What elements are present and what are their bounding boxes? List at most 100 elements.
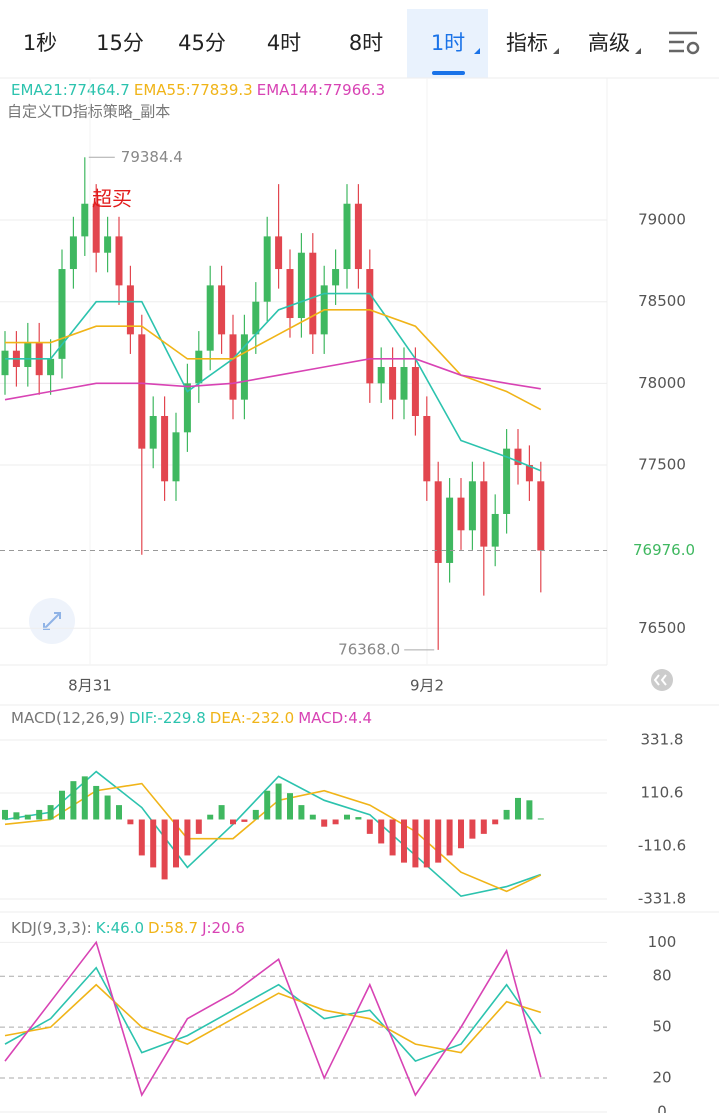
y-tick-label: 110.6 <box>641 783 684 801</box>
candle-body <box>47 358 55 376</box>
active-tab-bg <box>407 9 488 78</box>
candle-body <box>354 203 362 270</box>
candle-body <box>377 367 385 384</box>
dropdown-arrow <box>474 48 480 54</box>
header-item: DEA:-232.0 <box>210 709 294 727</box>
dropdown-arrow <box>635 48 641 54</box>
macd-bar <box>93 785 100 820</box>
macd-bar <box>366 819 373 834</box>
macd-bar <box>526 800 533 820</box>
candle-body <box>423 415 431 482</box>
candle-body <box>514 448 522 465</box>
indicator-line <box>4 983 542 1054</box>
indicator-line <box>4 358 541 401</box>
macd-bar <box>195 819 202 834</box>
candle-body <box>218 285 226 335</box>
macd-bar <box>515 797 521 820</box>
candle-body <box>104 236 112 253</box>
macd-bar <box>355 817 362 820</box>
candle-body <box>24 342 32 368</box>
tab-bar <box>0 0 719 78</box>
candle-body <box>332 269 340 286</box>
y-tick-label: 76500 <box>638 619 686 637</box>
candle-body <box>149 415 157 449</box>
macd-bar <box>332 819 339 825</box>
header-item: DIF:-229.8 <box>129 709 206 727</box>
candle-body <box>240 334 248 400</box>
tab[interactable]: 8时 <box>349 31 383 55</box>
candle-body <box>297 252 305 319</box>
macd-bar <box>13 812 20 820</box>
candle-body <box>457 497 465 531</box>
macd-bar <box>81 776 88 820</box>
candle-body <box>115 236 123 286</box>
macd-bar <box>241 819 248 822</box>
reset-button[interactable] <box>651 669 673 691</box>
macd-bar <box>150 819 157 868</box>
tab[interactable]: 1时 <box>431 31 465 55</box>
candle-body <box>400 367 408 400</box>
settings-icon[interactable] <box>669 31 700 55</box>
macd-bar <box>138 819 145 856</box>
candle-body <box>389 367 397 400</box>
macd-bar <box>503 809 510 820</box>
macd-bar <box>344 814 350 820</box>
indicator-line <box>5 292 542 472</box>
macd-bar <box>264 790 271 820</box>
y-tick-label: 50 <box>652 1018 671 1036</box>
macd-bar <box>218 805 225 820</box>
macd-bar <box>492 819 499 825</box>
expand-button[interactable] <box>29 598 75 644</box>
candle-body <box>172 432 180 482</box>
indicator-line <box>4 770 542 898</box>
macd-bar <box>446 819 453 856</box>
macd-bar <box>321 819 328 827</box>
macd-bar <box>230 819 236 825</box>
y-tick-label: 0 <box>657 1102 667 1113</box>
macd-bar <box>127 819 134 825</box>
active-tab-underline <box>432 71 465 75</box>
macd-bar <box>70 781 77 820</box>
tab[interactable]: 15分 <box>96 31 144 55</box>
y-tick-label: 100 <box>648 933 677 951</box>
last-price-label: 76976.0 <box>633 541 695 559</box>
macd-bar <box>24 814 31 820</box>
header-item: EMA144:77966.3 <box>257 81 385 99</box>
macd-bar <box>458 819 464 849</box>
macd-bar <box>116 805 122 820</box>
header-item: D:58.7 <box>148 919 198 937</box>
candle-body <box>525 464 533 482</box>
tab[interactable]: 1秒 <box>23 31 57 55</box>
candle-body <box>92 203 100 253</box>
candle-body <box>537 481 545 551</box>
candle-body <box>138 334 146 449</box>
macd-bar <box>389 819 396 856</box>
candle-body <box>161 415 169 482</box>
macd-bar <box>480 819 487 834</box>
header-item: EMA21:77464.7 <box>11 81 130 99</box>
candle-body <box>503 448 511 514</box>
candle-body <box>491 513 499 547</box>
candle-body <box>126 285 134 335</box>
x-tick-label: 9月2 <box>410 677 444 695</box>
tab[interactable]: 指标 <box>506 31 548 55</box>
candle-body <box>309 252 317 335</box>
macd-bar <box>309 814 316 820</box>
tab[interactable]: 4时 <box>267 31 301 55</box>
candle-body <box>58 269 66 359</box>
header-item: K:46.0 <box>96 919 144 937</box>
indicator-header: EMA21:77464.7 EMA55:77839.3 EMA144:77966.3 <box>11 81 385 99</box>
candle-body <box>286 269 294 319</box>
macd-bar <box>537 818 544 820</box>
candle-body <box>263 236 271 302</box>
header-item: MACD:4.4 <box>298 709 372 727</box>
dropdown-arrow <box>553 48 559 54</box>
candle-body <box>252 301 260 335</box>
tab[interactable]: 45分 <box>178 31 226 55</box>
tab[interactable]: 高级 <box>588 31 630 55</box>
max-label: 79384.4 <box>121 148 183 166</box>
macd-bar <box>47 805 54 820</box>
macd-bar <box>469 819 476 839</box>
macd-bar <box>401 819 407 863</box>
macd-bar <box>435 819 442 863</box>
